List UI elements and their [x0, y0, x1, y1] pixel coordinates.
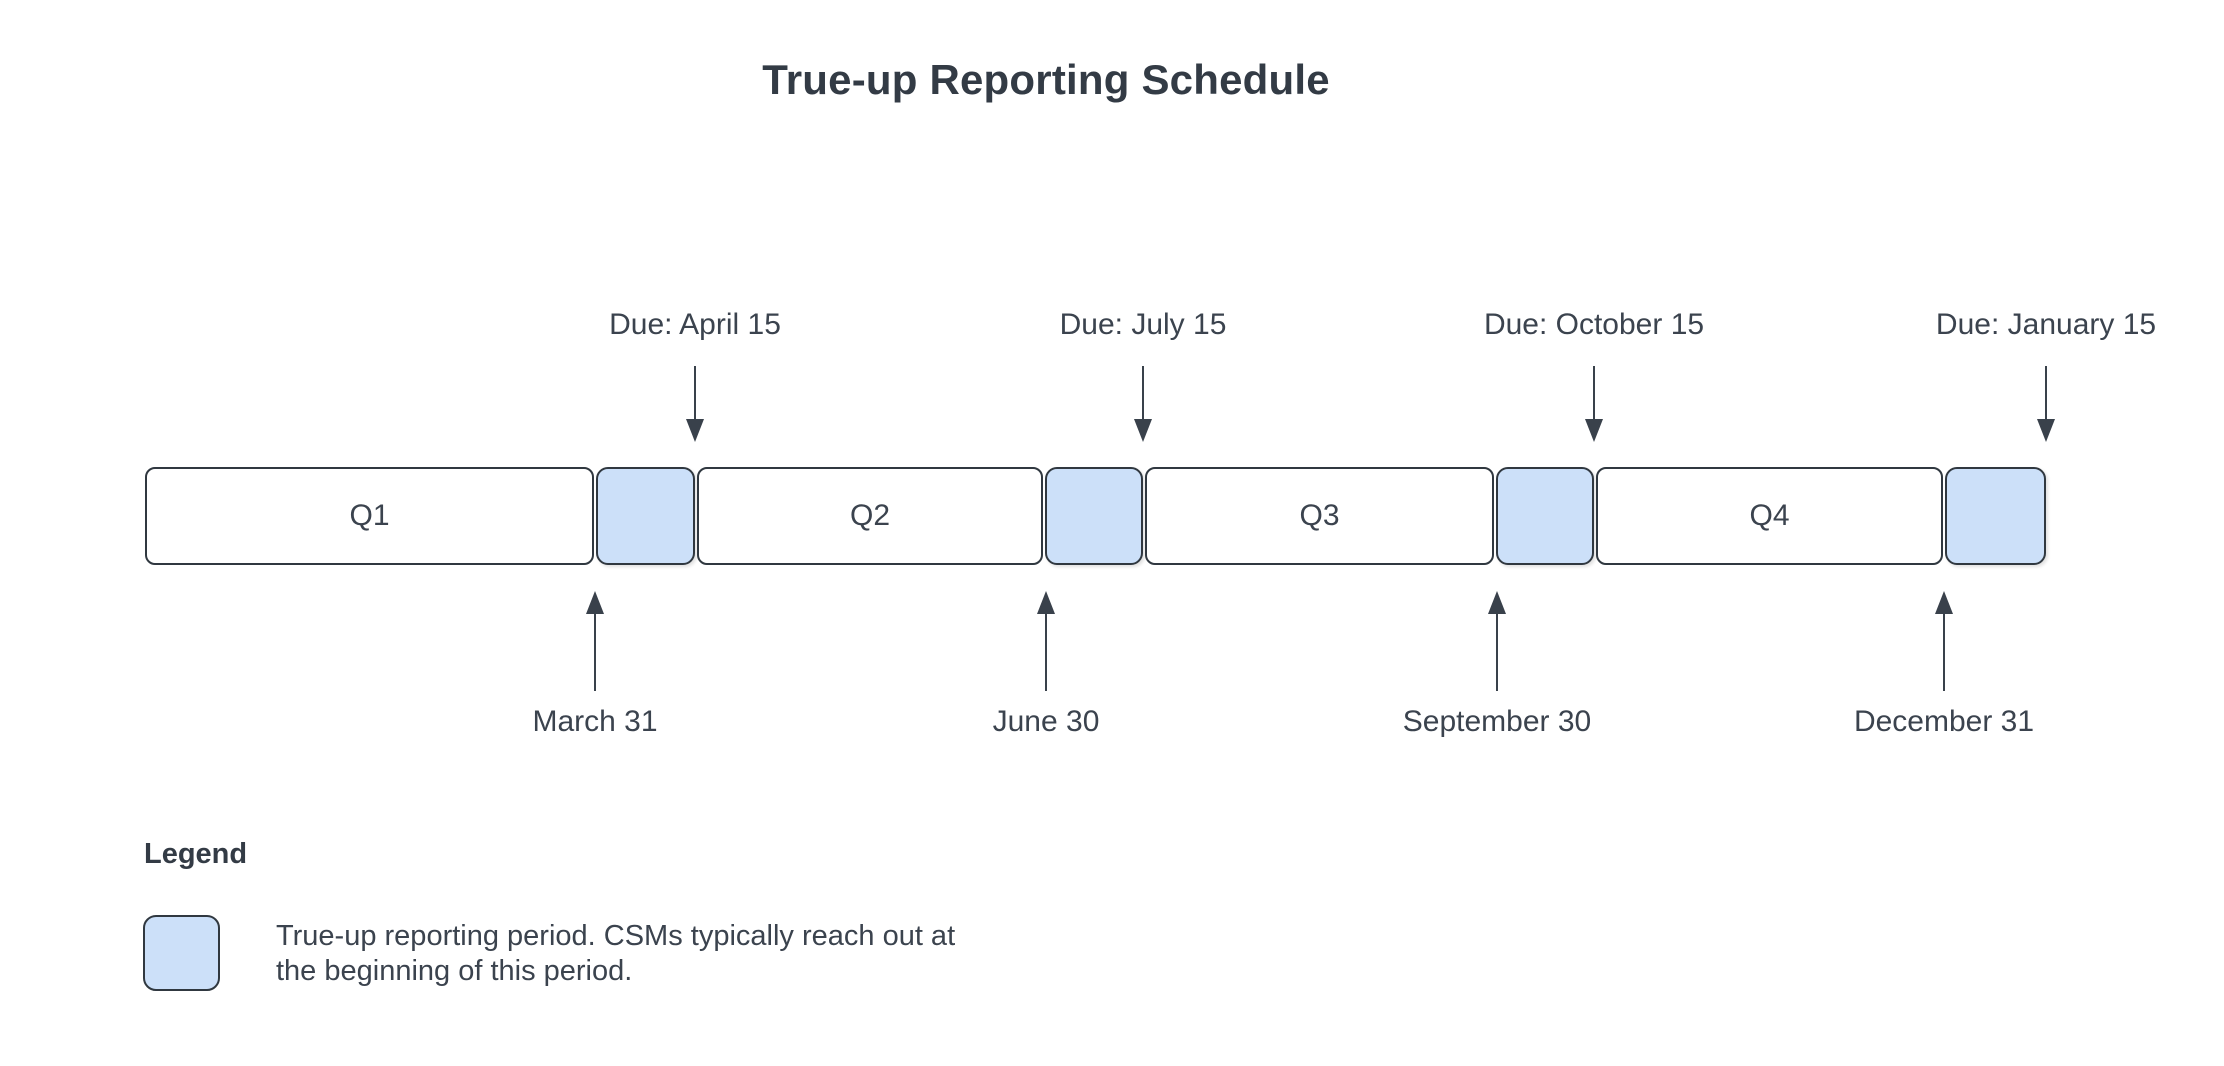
legend-item-description: True-up reporting period. CSMs typically…: [276, 919, 955, 989]
arrow-line: [594, 613, 596, 691]
legend-description-line: the beginning of this period.: [276, 955, 633, 987]
arrow-head: [1134, 419, 1152, 442]
due-date-label: Due: April 15: [609, 308, 781, 341]
trueup-period-segment: [1945, 467, 2046, 565]
quarter-label: Q4: [1749, 499, 1790, 532]
timeline-bar: Q1 Q2 Q3 Q4: [145, 467, 2046, 565]
arrow-head: [586, 591, 604, 614]
arrow-head: [2037, 419, 2055, 442]
arrow-line: [1045, 613, 1047, 691]
arrow-head: [1037, 591, 1055, 614]
arrow-head: [1935, 591, 1953, 614]
arrow-head: [1488, 591, 1506, 614]
arrow-line: [1593, 366, 1595, 420]
trueup-period-segment: [1045, 467, 1143, 565]
quarter-end-date-label: June 30: [992, 705, 1100, 738]
quarter-label: Q2: [849, 499, 891, 532]
quarter-segment-q3: Q3: [1145, 467, 1494, 565]
quarter-end-date-label: March 31: [532, 705, 658, 738]
trueup-period-segment: [596, 467, 695, 565]
quarter-label: Q3: [1299, 499, 1340, 532]
quarter-end-date-label: September 30: [1402, 705, 1592, 738]
arrow-line: [2045, 366, 2047, 420]
due-date-label: Due: July 15: [1059, 308, 1227, 341]
trueup-period-segment: [1496, 467, 1594, 565]
quarter-segment-q1: Q1: [145, 467, 594, 565]
arrow-line: [1142, 366, 1144, 420]
legend-description-line: True-up reporting period. CSMs typically…: [276, 920, 956, 952]
arrow-line: [694, 366, 696, 420]
quarter-segment-q2: Q2: [697, 467, 1043, 565]
arrow-head: [686, 419, 704, 442]
trueup-period-swatch: [143, 915, 220, 991]
diagram-title: True-up Reporting Schedule: [762, 56, 1330, 103]
arrow-head: [1585, 419, 1603, 442]
arrow-line: [1943, 613, 1945, 691]
due-date-label: Due: January 15: [1935, 308, 2157, 341]
quarter-end-date-label: December 31: [1853, 705, 2035, 738]
due-date-label: Due: October 15: [1483, 308, 1705, 341]
legend-heading: Legend: [144, 838, 248, 870]
quarter-segment-q4: Q4: [1596, 467, 1943, 565]
arrow-line: [1496, 613, 1498, 691]
quarter-label: Q1: [349, 499, 390, 532]
